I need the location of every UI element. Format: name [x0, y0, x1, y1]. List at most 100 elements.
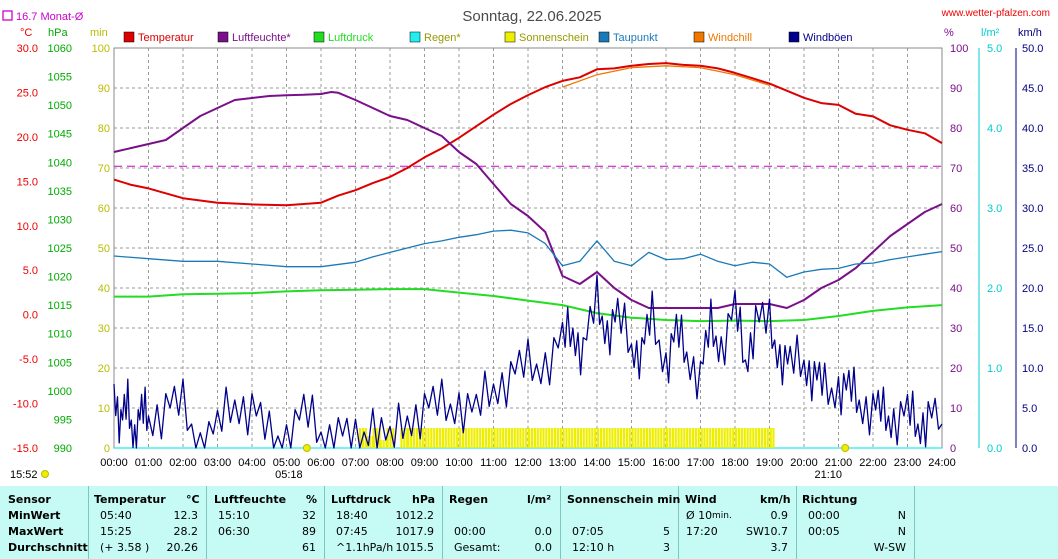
tick-label-temp: -5.0: [19, 354, 38, 366]
sunshine-bar: [371, 436, 374, 448]
header-dir: Richtung: [802, 493, 858, 506]
tick-label-temp: 20.0: [17, 132, 38, 144]
stat-sun-time: 07:05: [572, 525, 604, 538]
stat-rain-time: 00:00: [454, 525, 486, 538]
sunshine-bar: [611, 428, 614, 448]
x-tick-label: 04:00: [238, 457, 266, 469]
sunshine-bar: [542, 428, 545, 448]
sunshine-bar: [749, 428, 752, 448]
series-line-2: [114, 288, 943, 323]
sunshine-bar: [660, 428, 663, 448]
sunshine-bar: [674, 428, 677, 448]
sunshine-bar: [668, 428, 672, 448]
sunshine-bar: [691, 428, 695, 448]
sunshine-bar: [568, 428, 571, 448]
stat-hum-val: 89: [302, 525, 316, 538]
sunshine-bar: [594, 428, 597, 448]
sunshine-bar: [599, 428, 603, 448]
tick-label-minutes: 50: [98, 243, 110, 255]
x-tick-label: 16:00: [652, 457, 680, 469]
sunshine-bar: [473, 428, 476, 448]
stat-wind-time: 17:20: [686, 525, 718, 538]
legend-swatch: [693, 31, 705, 43]
sunshine-bar: [413, 428, 416, 448]
sunshine-bar: [634, 428, 637, 448]
tick-label-temp: -15.0: [13, 443, 38, 455]
x-tick-label: 01:00: [135, 457, 163, 469]
sunshine-bar: [421, 428, 424, 448]
unit-rain: l/m²: [981, 27, 1000, 39]
sunshine-bar: [648, 428, 651, 448]
sunshine-bar: [484, 428, 488, 448]
x-tick-label: 06:00: [307, 457, 335, 469]
x-tick-label: 03:00: [204, 457, 232, 469]
header-temp-unit: °C: [186, 493, 200, 506]
sunshine-bar: [548, 428, 551, 448]
legend-label: Luftfeuchte*: [232, 32, 291, 44]
row-label: MinWert: [8, 509, 61, 522]
sunshine-bar: [743, 428, 746, 448]
tick-label-pressure: 1035: [48, 186, 72, 198]
legend-swatch: [504, 31, 516, 43]
header-rain-unit: l/m²: [527, 493, 552, 506]
x-tick-label: 09:00: [411, 457, 439, 469]
sunshine-bar: [677, 428, 680, 448]
sunshine-bar: [556, 428, 559, 448]
header-sun: Sonnenschein min: [567, 493, 681, 506]
sunshine-bar: [493, 428, 496, 448]
tick-label-wind: 5.0: [1022, 403, 1037, 415]
stats-table: Sensor Temperatur °C Luftfeuchte % Luftd…: [0, 486, 1058, 559]
sunshine-bar: [637, 428, 640, 448]
tick-label-minutes: 90: [98, 83, 110, 95]
sunshine-bar: [513, 428, 516, 448]
sunshine-bar: [631, 428, 634, 448]
tick-label-humidity: 10: [950, 403, 962, 415]
sunshine-bar: [694, 428, 697, 448]
chart-legend: Temperatur Luftfeuchte* Luftdruck Regen* Son…: [123, 31, 853, 44]
tick-label-wind: 25.0: [1022, 243, 1043, 255]
tick-label-minutes: 20: [98, 363, 110, 375]
tick-label-pressure: 990: [54, 443, 72, 455]
sunshine-bar: [424, 428, 427, 448]
sunshine-bar: [585, 428, 588, 448]
tick-label-temp: 10.0: [17, 221, 38, 233]
sunshine-bar: [591, 428, 594, 448]
sunshine-bar: [410, 428, 413, 448]
sunshine-bar: [645, 428, 649, 448]
sunshine-bar: [482, 428, 485, 448]
stat-temp-time: 05:40: [100, 509, 132, 522]
tick-label-pressure: 995: [54, 414, 72, 426]
unit-temp: °C: [20, 27, 32, 39]
sunshine-bar: [712, 428, 715, 448]
sunshine-bar: [579, 428, 582, 448]
site-link[interactable]: www.wetter-pfalzen.com: [941, 8, 1050, 19]
tick-label-humidity: 30: [950, 323, 962, 335]
unit-pressure: hPa: [48, 27, 68, 39]
stat-press-val: 1012.2: [395, 509, 435, 522]
tick-label-temp: -10.0: [13, 399, 38, 411]
x-tick-label: 10:00: [445, 457, 473, 469]
tick-label-pressure: 1000: [48, 386, 72, 398]
tick-label-rain: 1.0: [987, 363, 1002, 375]
x-tick-label: 11:00: [480, 457, 507, 469]
sunshine-bar: [565, 428, 568, 448]
legend-swatch: [598, 31, 610, 43]
sunshine-bar: [628, 428, 631, 448]
sunshine-bar: [758, 428, 761, 448]
tick-label-wind: 20.0: [1022, 283, 1043, 295]
tick-label-minutes: 0: [104, 443, 110, 455]
sunrise-label: 05:18: [275, 469, 303, 481]
stat-wind-val: 3.7: [770, 541, 789, 554]
sunshine-bar: [651, 428, 654, 448]
stat-wind-val: 0.9: [770, 509, 789, 522]
sunshine-bar: [470, 428, 473, 448]
stat-dir-time: 00:00: [808, 509, 840, 522]
tick-label-pressure: 1020: [48, 272, 72, 284]
legend-swatch: [123, 31, 135, 43]
stat-sun-time: 12:10 h: [572, 541, 615, 554]
tick-label-temp: 0.0: [23, 310, 38, 322]
sunshine-bar: [433, 428, 436, 448]
chart-grid: [113, 47, 943, 449]
sunshine-bar: [723, 428, 726, 448]
tick-label-rain: 2.0: [987, 283, 1002, 295]
